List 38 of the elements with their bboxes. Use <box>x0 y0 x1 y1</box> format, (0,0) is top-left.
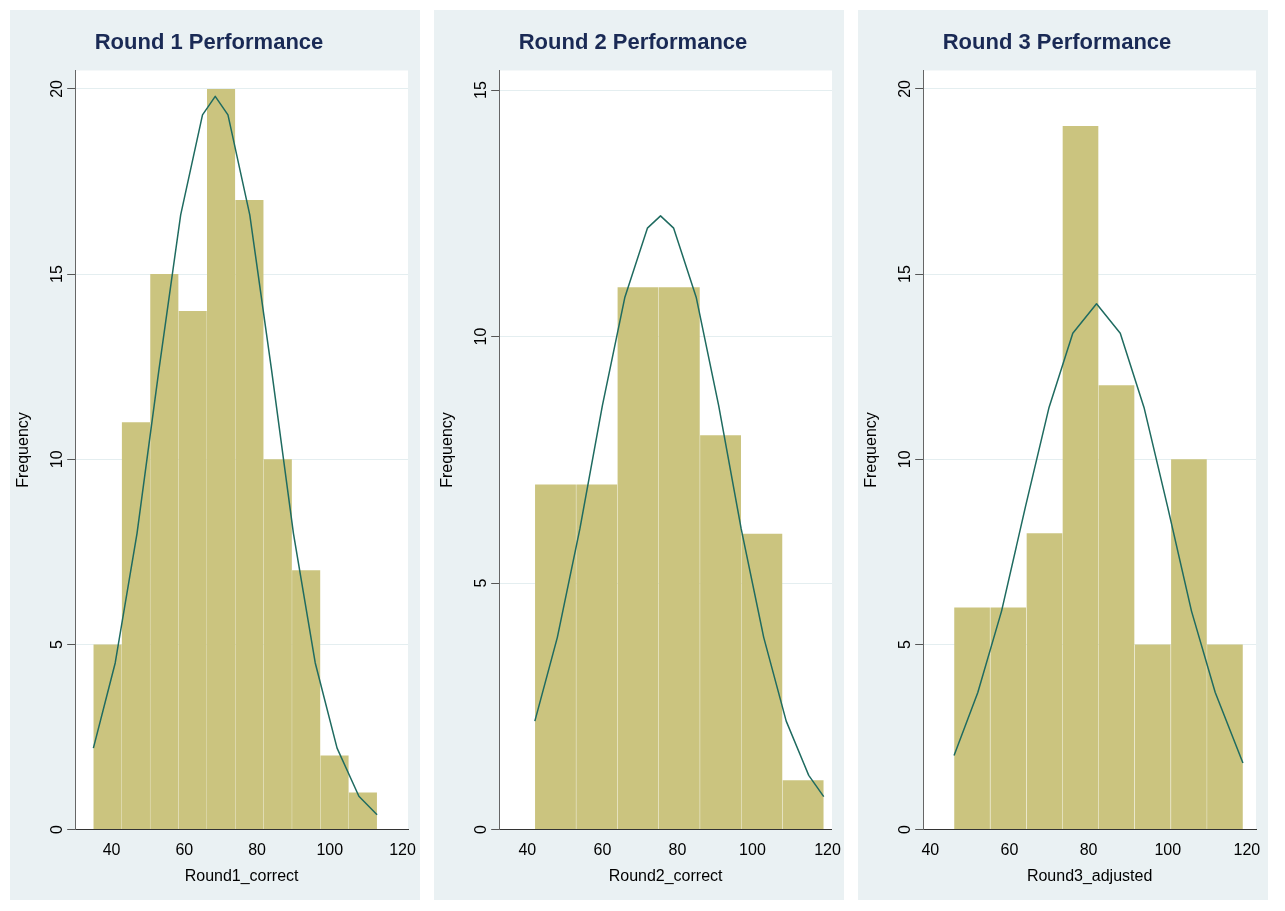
y-axis-title: Frequency <box>14 412 32 488</box>
y-tick-label: 0 <box>895 825 913 835</box>
x-tick-label: 100 <box>1154 840 1182 858</box>
y-tick-label: 5 <box>895 639 913 649</box>
y-tick-label: 5 <box>471 578 489 588</box>
x-axis-title: Round1_correct <box>184 866 300 885</box>
y-tick-label: 15 <box>895 265 913 283</box>
x-tick-label: 100 <box>739 840 766 858</box>
chart-title: Round 3 Performance <box>942 29 1172 55</box>
x-tick-label: 40 <box>518 840 537 858</box>
x-axis-title: Round2_correct <box>608 866 724 885</box>
x-tick-label: 120 <box>389 840 416 858</box>
x-axis-title: Round3_adjusted <box>1026 866 1153 885</box>
y-tick-label: 10 <box>471 327 489 346</box>
x-tick-label: 80 <box>248 840 267 858</box>
y-tick-label: 20 <box>47 79 65 98</box>
x-tick-label: 60 <box>175 840 194 858</box>
x-tick-label: 40 <box>921 840 940 858</box>
x-tick-label: 60 <box>593 840 612 858</box>
y-tick-label: 0 <box>47 825 65 835</box>
y-tick-label: 0 <box>471 825 489 835</box>
y-tick-label: 10 <box>895 450 913 469</box>
x-tick-label: 60 <box>1000 840 1019 858</box>
x-tick-label: 80 <box>1079 840 1098 858</box>
y-axis-title: Frequency <box>862 412 880 488</box>
chart-title: Round 1 Performance <box>94 29 324 55</box>
x-tick-label: 100 <box>316 840 344 858</box>
y-tick-label: 20 <box>895 79 913 98</box>
chart-title: Round 2 Performance <box>518 29 748 55</box>
x-tick-label: 120 <box>814 840 841 858</box>
x-tick-label: 120 <box>1233 840 1261 858</box>
y-axis-title: Frequency <box>438 412 456 488</box>
y-tick-label: 10 <box>47 450 65 469</box>
y-tick-label: 15 <box>471 81 489 100</box>
y-tick-label: 5 <box>47 639 65 649</box>
x-tick-label: 40 <box>102 840 121 858</box>
x-tick-label: 80 <box>668 840 687 858</box>
y-tick-label: 15 <box>47 265 65 283</box>
